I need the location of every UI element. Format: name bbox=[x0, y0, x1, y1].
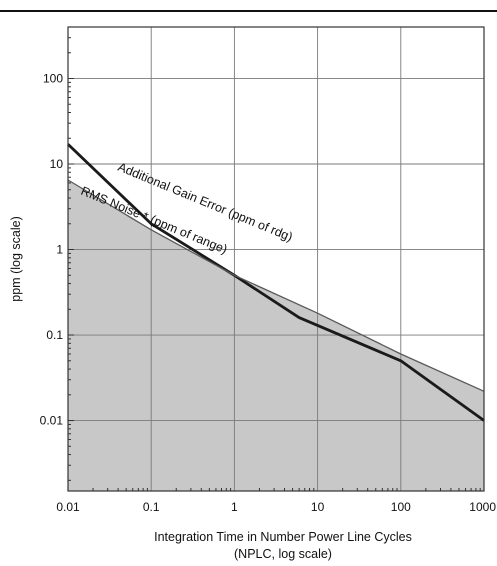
y-axis-title: ppm (log scale) bbox=[9, 216, 23, 301]
x-tick-label: 1000 bbox=[469, 500, 496, 514]
x-tick-label: 0.1 bbox=[143, 500, 160, 514]
y-tick-label: 100 bbox=[43, 71, 63, 85]
area-layer bbox=[68, 180, 484, 491]
tick-layer: 0.01 0.1 1 10 100 0.01 0.1 1 10 100 1000 bbox=[40, 26, 496, 514]
x-tick-label: 10 bbox=[311, 500, 325, 514]
gain-error-line bbox=[67, 143, 485, 422]
y-tick-label: 0.1 bbox=[46, 328, 63, 342]
y-tick-label: 1 bbox=[56, 243, 63, 257]
x-axis-title-line2: (NPLC, log scale) bbox=[234, 547, 332, 561]
x-tick-label: 0.01 bbox=[56, 500, 80, 514]
rms-noise-boundary bbox=[67, 179, 485, 392]
plot-frame bbox=[67, 26, 485, 492]
y-tick-label: 10 bbox=[50, 157, 64, 171]
grid-layer bbox=[68, 27, 484, 491]
x-axis-title-line1: Integration Time in Number Power Line Cy… bbox=[154, 530, 412, 544]
x-tick-label: 100 bbox=[391, 500, 411, 514]
x-tick-label: 1 bbox=[231, 500, 238, 514]
y-tick-label: 0.01 bbox=[40, 414, 64, 428]
series-1-area bbox=[68, 180, 484, 491]
line-layer bbox=[67, 143, 485, 422]
